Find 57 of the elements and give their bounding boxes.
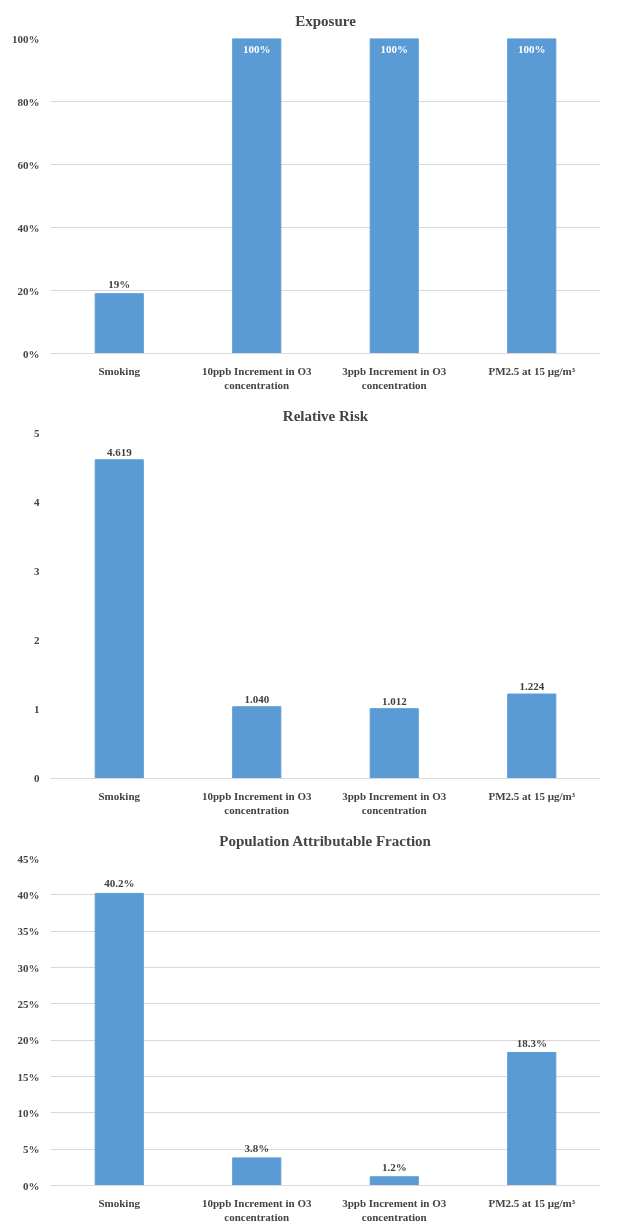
chart-title: Population Attributable Fraction — [219, 832, 432, 849]
y-tick-label: 60% — [17, 158, 40, 171]
data-label: 100% — [243, 42, 271, 55]
x-tick-label: 10ppb Increment in O3 concentration — [202, 789, 312, 816]
x-tick-label: 3ppb Increment in O3 concentration — [342, 364, 447, 391]
y-tick-label: 15% — [17, 1070, 40, 1083]
x-tick-label: PM2.5 at 15 μg/m³ — [488, 789, 576, 802]
x-tick-label: 10ppb Increment in O3 concentration — [202, 364, 312, 391]
x-tick-label: 10ppb Increment in O3 concentration — [202, 1196, 312, 1223]
y-tick-label: 20% — [17, 284, 40, 297]
bar — [94, 892, 144, 1186]
y-tick-label: 80% — [17, 95, 40, 108]
data-label: 18.3% — [516, 1036, 547, 1049]
chart-title: Exposure — [295, 12, 357, 29]
y-tick-label: 25% — [17, 997, 40, 1010]
bar — [369, 708, 419, 779]
bar — [369, 1176, 419, 1186]
bar — [232, 1157, 282, 1186]
data-label: 40.2% — [104, 877, 135, 890]
y-tick-label: 1 — [34, 703, 40, 715]
y-tick-label: 4 — [34, 496, 40, 508]
y-tick-label: 20% — [17, 1034, 40, 1047]
y-tick-label: 45% — [17, 852, 40, 865]
data-label: 1.012 — [381, 694, 408, 707]
data-label: 3.8% — [244, 1141, 270, 1154]
bar — [94, 459, 144, 779]
y-tick-label: 35% — [17, 925, 40, 938]
bar — [232, 706, 282, 779]
chart-title: Relative Risk — [282, 407, 369, 424]
x-tick-label: 3ppb Increment in O3 concentration — [342, 789, 447, 816]
y-tick-label: 5% — [23, 1143, 40, 1156]
x-tick-label: Smoking — [98, 1196, 141, 1209]
y-tick-label: 40% — [17, 888, 40, 901]
data-label: 100% — [518, 42, 546, 55]
bar — [507, 1052, 557, 1186]
data-label: 1.040 — [244, 692, 270, 705]
x-tick-label: Smoking — [98, 789, 141, 802]
y-tick-label: 0% — [23, 347, 40, 360]
data-label: 100% — [380, 42, 408, 55]
y-tick-label: 5 — [34, 427, 40, 439]
y-tick-label: 30% — [17, 961, 40, 974]
data-label: 4.619 — [106, 445, 133, 458]
x-tick-label: Smoking — [98, 364, 141, 377]
data-label: 1.224 — [519, 680, 545, 693]
y-tick-label: 100% — [12, 32, 40, 45]
y-tick-label: 40% — [17, 221, 40, 234]
bar — [507, 693, 557, 779]
x-tick-label: 3ppb Increment in O3 concentration — [342, 1196, 447, 1223]
data-label: 19% — [108, 277, 131, 290]
y-tick-label: 0 — [34, 772, 40, 784]
data-label: 1.2% — [381, 1160, 407, 1173]
x-tick-label: PM2.5 at 15 μg/m³ — [488, 364, 576, 377]
y-tick-label: 3 — [34, 565, 40, 577]
x-tick-label: PM2.5 at 15 μg/m³ — [488, 1196, 576, 1209]
y-tick-label: 0% — [23, 1179, 40, 1192]
y-tick-label: 10% — [17, 1106, 40, 1119]
y-tick-label: 2 — [34, 634, 40, 646]
